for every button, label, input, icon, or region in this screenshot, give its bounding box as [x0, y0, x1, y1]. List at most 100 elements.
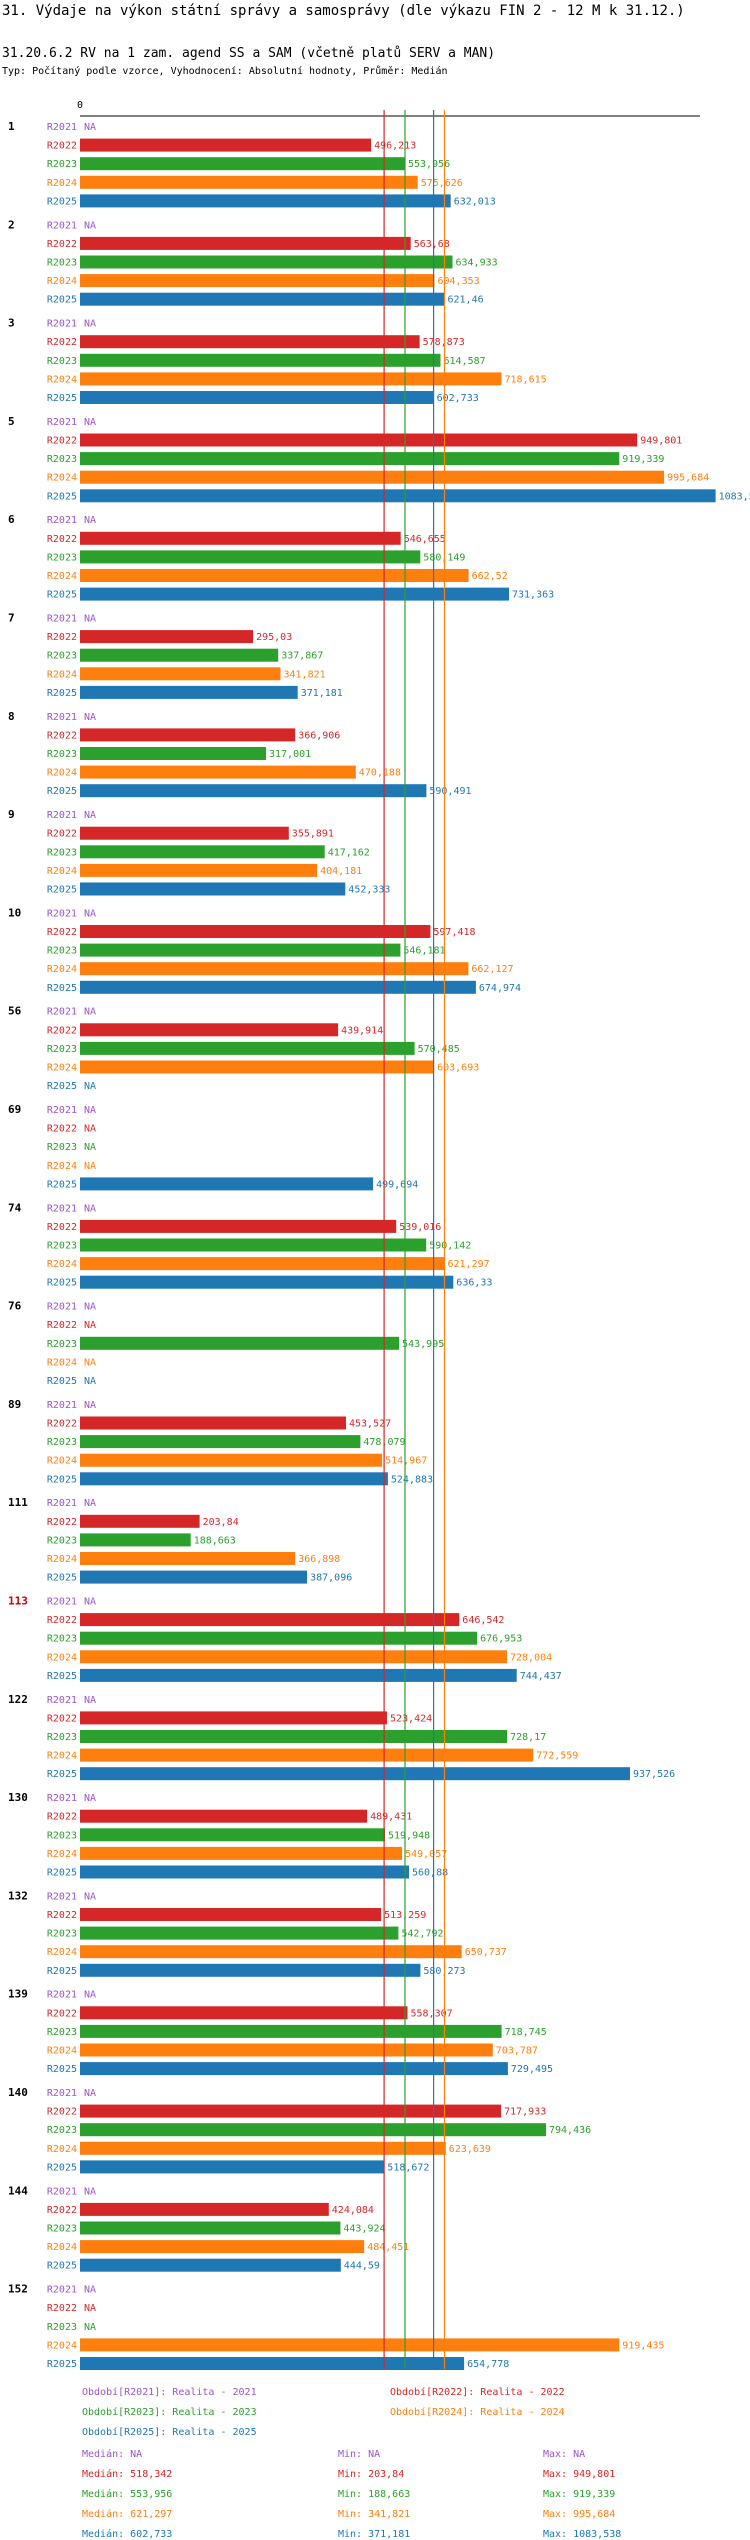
bar-value-label: 674,974: [479, 983, 521, 994]
series-row-label: R2024: [47, 768, 77, 779]
na-label: NA: [84, 1142, 96, 1153]
series-row-label: R2023: [47, 749, 77, 760]
bar: [80, 531, 401, 545]
series-row-label: R2021: [47, 1990, 77, 2001]
stat-max: Max: 919,339: [543, 2488, 616, 2500]
bar: [80, 550, 421, 564]
na-label: NA: [84, 319, 96, 330]
category-label: 139: [8, 1988, 28, 2001]
bar: [80, 569, 469, 582]
series-row-label: R2021: [47, 1695, 77, 1706]
bar: [80, 236, 411, 250]
bar: [80, 372, 502, 386]
bar: [80, 2123, 546, 2137]
series-row-label: R2024: [47, 2144, 77, 2155]
bar: [80, 335, 420, 349]
bar-value-label: 662,127: [471, 964, 513, 975]
bar: [80, 1336, 400, 1350]
bar: [80, 1275, 454, 1289]
category-label: 113: [8, 1595, 28, 1608]
category-label: 69: [8, 1103, 21, 1116]
bar: [80, 2357, 465, 2370]
series-row-label: R2024: [47, 1849, 77, 1860]
bar: [80, 1552, 296, 1565]
bar: [80, 1828, 385, 1842]
category-label: 152: [8, 2283, 28, 2296]
series-row-label: R2025: [47, 1278, 77, 1289]
bar-value-label: 772,559: [536, 1751, 578, 1762]
stat-median: Medián: 621,297: [82, 2508, 173, 2520]
stat-max: Max: 1083,538: [543, 2528, 622, 2540]
na-label: NA: [84, 1498, 96, 1509]
bar-value-label: 546,655: [404, 534, 446, 545]
series-row-label: R2022: [47, 829, 77, 840]
category-label: 1: [8, 120, 15, 133]
series-row-label: R2024: [47, 276, 77, 287]
bar: [80, 1041, 415, 1055]
category-label: 144: [8, 2184, 28, 2197]
bar: [80, 1631, 478, 1645]
bar-value-label: 729,495: [511, 2064, 553, 2075]
category-label: 9: [8, 808, 15, 821]
na-label: NA: [84, 2186, 96, 2197]
bar-value-label: 443,924: [343, 2224, 385, 2235]
series-row-label: R2023: [47, 1535, 77, 1546]
category-label: 74: [8, 1201, 22, 1214]
na-label: NA: [84, 417, 96, 428]
bar: [80, 667, 281, 681]
series-row-label: R2022: [47, 1517, 77, 1528]
series-row-label: R2024: [47, 866, 77, 877]
series-row-label: R2024: [47, 964, 77, 975]
legend-entry: Období[R2025]: Realita - 2025: [82, 2426, 257, 2438]
bar: [80, 765, 356, 779]
bar: [80, 882, 346, 896]
na-label: NA: [84, 1081, 96, 1092]
series-row-label: R2025: [47, 885, 77, 896]
bar: [80, 292, 445, 306]
series-row-label: R2023: [47, 1339, 77, 1350]
bar-value-label: 489,431: [370, 1812, 412, 1823]
bar: [80, 452, 620, 466]
series-row-label: R2021: [47, 515, 77, 526]
bar: [80, 1926, 399, 1940]
bar: [80, 175, 418, 189]
bar: [80, 1865, 409, 1879]
bar-value-label: 514,967: [385, 1456, 427, 1467]
series-row-label: R2024: [47, 1063, 77, 1074]
na-label: NA: [84, 1400, 96, 1411]
series-row-label: R2023: [47, 1044, 77, 1055]
series-row-label: R2025: [47, 1474, 77, 1485]
na-label: NA: [84, 220, 96, 231]
series-row-label: R2023: [47, 1929, 77, 1940]
bar: [80, 784, 427, 798]
series-row-label: R2022: [47, 337, 77, 348]
bar-value-label: 590,142: [429, 1241, 471, 1252]
na-label: NA: [84, 1302, 96, 1313]
bar: [80, 1453, 383, 1467]
series-row-label: R2021: [47, 1597, 77, 1608]
bar-value-label: 623,639: [449, 2144, 491, 2155]
bar-value-label: 662,52: [472, 571, 508, 582]
bar-value-label: 424,084: [332, 2205, 374, 2216]
bar-value-label: 937,526: [633, 1769, 675, 1780]
series-row-label: R2022: [47, 1812, 77, 1823]
na-label: NA: [84, 908, 96, 919]
bar-value-label: 590,491: [429, 786, 471, 797]
series-row-label: R2021: [47, 1400, 77, 1411]
series-row-label: R2023: [47, 1437, 77, 1448]
bar-value-label: 621,297: [448, 1259, 490, 1270]
bar-value-label: 744,437: [520, 1671, 562, 1682]
bar-value-label: 496,213: [374, 141, 416, 152]
legend-entry: Období[R2022]: Realita - 2022: [390, 2386, 565, 2398]
bar-value-label: 1083,538: [719, 491, 750, 502]
na-label: NA: [84, 1320, 96, 1331]
series-row-label: R2024: [47, 1357, 77, 1368]
series-row-label: R2023: [47, 159, 77, 170]
series-row-label: R2025: [47, 196, 77, 207]
bar-value-label: 728,004: [510, 1652, 552, 1663]
series-row-label: R2023: [47, 2125, 77, 2136]
bar-value-label: 371,181: [301, 688, 343, 699]
na-label: NA: [84, 2285, 96, 2296]
series-row-label: R2023: [47, 946, 77, 957]
